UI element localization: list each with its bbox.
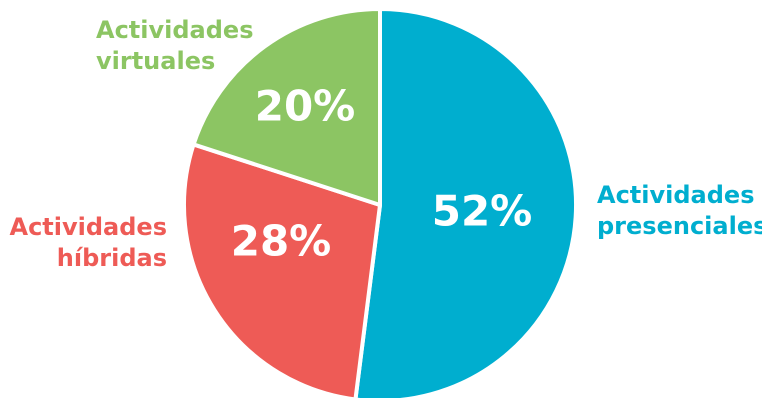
pie-slices (182, 7, 578, 398)
slice-percent-label: 20% (255, 82, 356, 131)
category-label-line: Actividades (96, 16, 254, 44)
pie-slice (182, 142, 382, 398)
slice-category-label: Actividades presenciales (597, 181, 762, 240)
category-label-line: híbridas (57, 244, 167, 272)
pie-slice (191, 7, 382, 207)
pie-slice (353, 7, 578, 398)
slice-category-label: Actividades híbridas (10, 213, 168, 272)
category-label-line: virtuales (96, 47, 215, 75)
slice-percent-label: 52% (432, 187, 533, 236)
slice-percent-label: 28% (231, 217, 332, 266)
category-label-line: Actividades (597, 181, 755, 209)
percent-labels: 52% 28% 20% (231, 82, 533, 266)
category-label-line: presenciales (597, 212, 762, 240)
category-label-line: Actividades (10, 213, 168, 241)
slice-category-label: Actividades virtuales (96, 16, 254, 75)
category-labels: Actividades presenciales Actividades híbrid… (10, 16, 762, 272)
